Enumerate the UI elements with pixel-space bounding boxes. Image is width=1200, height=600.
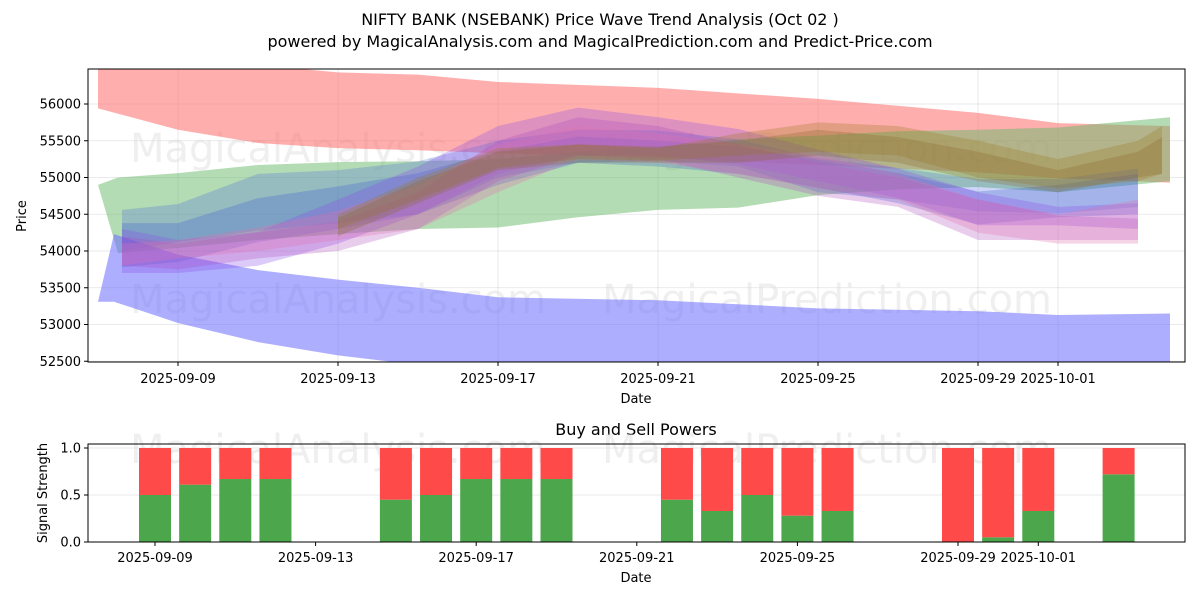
sell-power-bar — [660, 448, 693, 500]
sell-power-bar — [219, 448, 252, 480]
top-y-tick-label: 53500 — [40, 281, 81, 296]
top-x-tick-label: 2025-09-09 — [140, 372, 216, 387]
top-y-tick-label: 53000 — [40, 318, 81, 333]
buy-power-bar — [379, 499, 412, 542]
bottom-x-tick-label: 2025-09-13 — [278, 551, 354, 566]
buy-power-bar — [1102, 474, 1135, 542]
green-band — [98, 117, 1170, 254]
purple-wave-1 — [122, 107, 1138, 274]
bottom-y-tick-label: 0.5 — [60, 489, 81, 504]
sell-power-bar — [741, 448, 774, 495]
buy-power-bar — [982, 537, 1015, 542]
top-y-axis-label: Price — [15, 200, 30, 232]
buy-power-bar — [219, 479, 252, 542]
bottom-x-ticks: 2025-09-09 2025-09-13 2025-09-17 2025-09-21… — [117, 542, 1076, 566]
buy-power-bar — [500, 479, 533, 542]
blue-wave-2 — [122, 136, 1138, 268]
buy-power-bar — [781, 515, 814, 542]
purple-wave-2 — [122, 117, 1138, 270]
olive-wave-2 — [338, 129, 1162, 237]
price-wave-plot: MagicalAnalysis.com MagicalPrediction.co… — [15, 68, 1186, 407]
sell-power-bar — [1022, 448, 1055, 511]
top-y-tick-label: 52500 — [40, 355, 81, 370]
sell-power-bar — [1102, 448, 1135, 475]
blue-wave-1 — [122, 129, 1138, 251]
top-x-tick-label: 2025-09-29 — [940, 372, 1016, 387]
top-y-tick-label: 54500 — [40, 208, 81, 223]
sell-power-bar — [179, 448, 212, 485]
buy-power-bar — [1022, 510, 1055, 542]
bottom-x-tick-label: 2025-09-21 — [599, 551, 675, 566]
bottom-x-tick-label: 2025-09-25 — [760, 551, 836, 566]
olive-wave-1 — [338, 122, 1162, 229]
bottom-x-tick-label: 2025-10-01 — [1001, 551, 1077, 566]
buy-sell-bars — [139, 448, 1135, 542]
sell-power-bar — [821, 448, 854, 511]
top-y-tick-label: 56000 — [40, 98, 81, 113]
sell-power-bar — [379, 448, 412, 500]
buy-sell-plot: Buy and Sell Powers MagicalAnalysis.com … — [36, 420, 1186, 586]
sell-power-bar — [540, 448, 573, 480]
lower-blue-band — [98, 234, 1170, 362]
sell-power-bar — [500, 448, 533, 480]
buy-power-bar — [259, 479, 292, 542]
bottom-chart-title: Buy and Sell Powers — [555, 420, 717, 439]
bottom-x-tick-label: 2025-09-09 — [117, 551, 193, 566]
bottom-y-tick-label: 0.0 — [60, 536, 81, 551]
buy-power-bar — [139, 495, 171, 542]
top-x-tick-label: 2025-09-21 — [620, 372, 696, 387]
buy-power-bar — [540, 479, 573, 542]
bottom-x-tick-label: 2025-09-29 — [920, 551, 996, 566]
sell-power-bar — [259, 448, 292, 480]
sell-power-bar — [420, 448, 453, 495]
sell-power-bar — [701, 448, 734, 511]
top-y-tick-label: 55000 — [40, 171, 81, 186]
buy-power-bar — [179, 484, 212, 542]
sell-power-bar — [781, 448, 814, 516]
top-x-axis-label: Date — [620, 392, 651, 407]
top-y-tick-label: 55500 — [40, 134, 81, 149]
sell-power-bar — [982, 448, 1015, 538]
bottom-y-tick-label: 1.0 — [60, 442, 81, 457]
sell-power-bar — [942, 448, 974, 542]
top-x-tick-label: 2025-09-13 — [300, 372, 376, 387]
bottom-y-axis-label: Signal Strength — [36, 443, 51, 543]
top-y-ticks: 52500 53000 53500 54000 54500 55000 55500 56000 — [40, 98, 88, 370]
top-y-tick-label: 54000 — [40, 245, 81, 260]
buy-power-bar — [660, 499, 693, 542]
sell-power-bar — [139, 448, 171, 495]
buy-power-bar — [460, 479, 493, 542]
buy-power-bar — [420, 495, 453, 542]
chart-title: NIFTY BANK (NSEBANK) Price Wave Trend An… — [361, 10, 839, 29]
chart-subtitle: powered by MagicalAnalysis.com and Magic… — [267, 32, 932, 51]
bottom-y-ticks: 0.0 0.5 1.0 — [60, 442, 88, 551]
buy-power-bar — [741, 495, 774, 542]
pink-wave — [122, 126, 1138, 266]
buy-power-bar — [701, 510, 734, 542]
top-x-tick-label: 2025-09-17 — [460, 372, 536, 387]
sell-power-bar — [460, 448, 493, 480]
buy-power-bar — [821, 510, 854, 542]
top-x-tick-label: 2025-10-01 — [1020, 372, 1096, 387]
price-bands — [98, 69, 1170, 362]
top-x-ticks: 2025-09-09 2025-09-13 2025-09-17 2025-09-21… — [140, 362, 1096, 387]
top-x-tick-label: 2025-09-25 — [780, 372, 856, 387]
bottom-x-axis-label: Date — [620, 571, 651, 586]
top-plot-frame — [87, 68, 1186, 363]
bottom-x-tick-label: 2025-09-17 — [438, 551, 514, 566]
